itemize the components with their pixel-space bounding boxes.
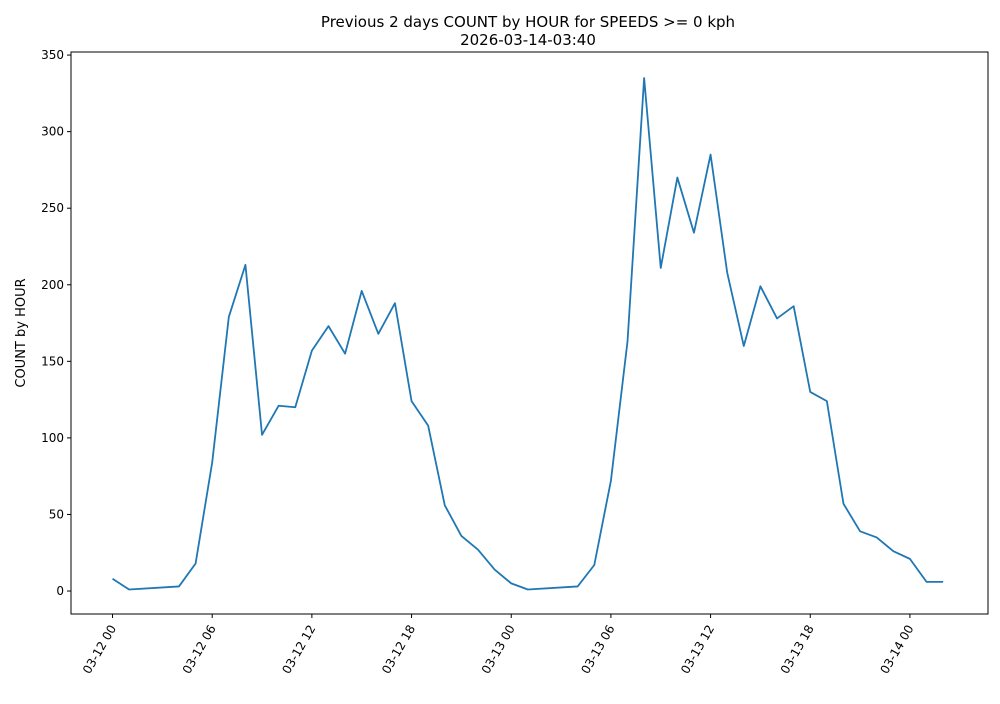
y-tick-label: 150 (41, 354, 64, 368)
x-tick-label: 03-14 00 (877, 623, 916, 677)
x-tick-label: 03-12 00 (80, 623, 119, 677)
y-axis-label: COUNT by HOUR (14, 278, 29, 387)
x-tick-label: 03-12 18 (379, 623, 418, 677)
y-tick-label: 250 (41, 201, 64, 215)
y-tick-label: 100 (41, 431, 64, 445)
y-tick-label: 200 (41, 278, 64, 292)
y-tick-label: 300 (41, 125, 64, 139)
chart-subtitle: 2026-03-14-03:40 (460, 31, 596, 49)
x-tick-label: 03-12 12 (279, 623, 318, 677)
x-tick-label: 03-13 06 (578, 623, 617, 677)
x-tick-label: 03-12 06 (180, 623, 219, 677)
plot-area-frame (71, 52, 988, 614)
x-tick-label: 03-13 12 (678, 623, 717, 677)
y-tick-label: 50 (49, 507, 64, 521)
y-tick-label: 0 (56, 584, 64, 598)
x-tick-label: 03-13 18 (778, 623, 817, 677)
y-tick-label: 350 (41, 48, 64, 62)
chart-title: Previous 2 days COUNT by HOUR for SPEEDS… (321, 13, 735, 31)
series-line (113, 78, 944, 589)
x-tick-label: 03-13 00 (479, 623, 518, 677)
